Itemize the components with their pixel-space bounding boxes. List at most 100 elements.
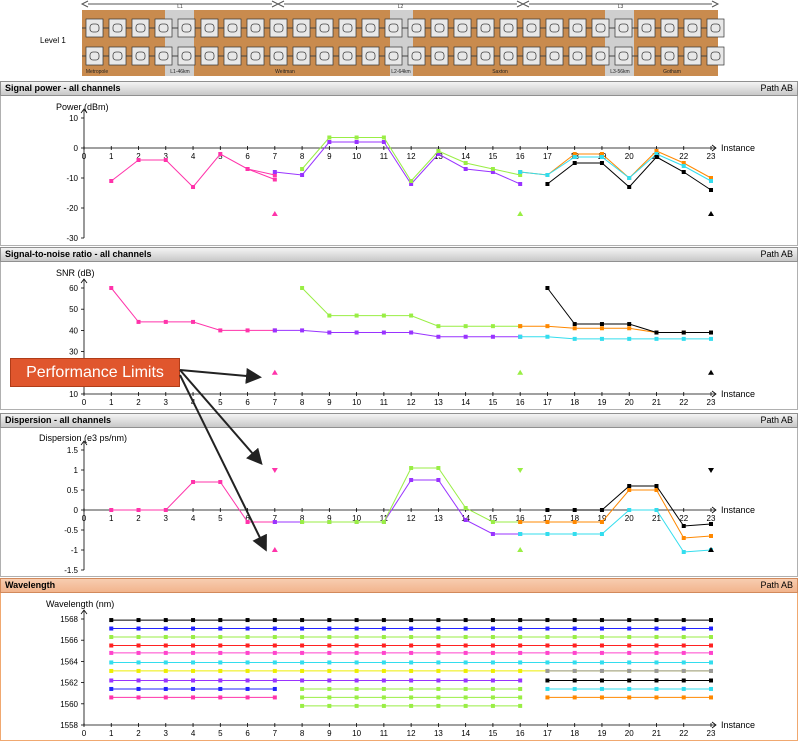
equipment-icon — [522, 18, 541, 38]
y-tick-label: 50 — [69, 305, 78, 314]
data-point — [409, 678, 414, 683]
data-point — [381, 135, 386, 140]
equipment-icon — [522, 46, 541, 66]
limit-marker — [271, 369, 278, 375]
data-point — [572, 618, 577, 623]
x-tick-label: 11 — [380, 514, 389, 523]
y-tick-label: 0 — [74, 506, 79, 515]
data-point — [545, 635, 550, 640]
equipment-icon — [683, 18, 702, 38]
series-line — [520, 153, 712, 182]
data-point — [218, 152, 223, 156]
data-point — [191, 660, 196, 665]
x-tick-label: 1 — [109, 398, 114, 407]
data-point — [681, 550, 686, 554]
y-tick-label: -1.5 — [64, 566, 78, 575]
topology-block — [194, 10, 390, 76]
data-point — [436, 334, 441, 339]
y-tick-label: 1.5 — [67, 446, 79, 455]
data-point — [300, 626, 305, 631]
x-tick-label: 1 — [109, 152, 114, 161]
equipment-icon — [476, 18, 495, 38]
data-point — [163, 635, 168, 640]
limit-marker — [517, 468, 524, 473]
data-point — [518, 635, 523, 640]
section-label: L1 — [177, 4, 183, 10]
y-tick-label: 10 — [69, 390, 78, 399]
data-point — [409, 635, 414, 640]
limit-marker — [517, 369, 524, 375]
data-point — [709, 179, 713, 183]
data-point — [381, 520, 386, 524]
x-tick-label: 16 — [516, 152, 525, 161]
data-point — [463, 650, 468, 655]
data-point — [327, 626, 332, 631]
equipment-icon — [315, 18, 334, 38]
panel-path: Path AB — [760, 415, 793, 425]
data-point — [300, 286, 305, 290]
panel-header-snr[interactable]: Signal-to-noise ratio - all channels Pat… — [0, 247, 798, 262]
data-point — [654, 650, 659, 655]
data-point — [436, 149, 441, 153]
data-point — [490, 532, 495, 536]
x-tick-label: 5 — [218, 514, 223, 523]
data-point — [381, 626, 386, 631]
y-tick-label: -1 — [71, 546, 79, 555]
data-point — [681, 161, 686, 165]
data-point — [572, 508, 577, 512]
data-point — [572, 322, 577, 327]
y-tick-label: 40 — [69, 326, 78, 335]
data-point — [109, 626, 114, 631]
data-point — [218, 678, 223, 683]
panel-header-signal-power[interactable]: Signal power - all channels Path AB — [0, 81, 798, 96]
data-point — [518, 324, 523, 329]
data-point — [272, 328, 277, 333]
x-tick-label: 12 — [407, 398, 416, 407]
y-axis-arrow — [80, 440, 88, 446]
data-point — [136, 508, 141, 512]
data-point — [245, 650, 250, 655]
x-tick-label: 13 — [434, 514, 443, 523]
data-point — [327, 140, 332, 144]
x-tick-label: 16 — [516, 729, 525, 738]
equipment-icon — [223, 46, 242, 66]
data-point — [463, 695, 468, 700]
wavelength-chart: Wavelength (nm) 1568 1566 1564 1562 1560 1558… — [0, 593, 798, 741]
data-point — [109, 286, 114, 290]
data-point — [654, 643, 659, 648]
data-point — [300, 678, 305, 683]
x-tick-label: 20 — [625, 514, 634, 523]
y-axis-label: SNR (dB) — [56, 268, 95, 278]
data-point — [381, 313, 386, 318]
y-tick-label: -10 — [66, 174, 78, 183]
data-point — [654, 508, 659, 512]
x-tick-label: 1 — [109, 514, 114, 523]
x-tick-label: 1 — [109, 729, 114, 738]
panel-title: Signal-to-noise ratio - all channels — [5, 249, 152, 259]
data-point — [163, 650, 168, 655]
x-tick-label: 3 — [164, 152, 169, 161]
data-point — [572, 626, 577, 631]
data-point — [218, 618, 223, 623]
data-point — [518, 618, 523, 623]
data-point — [463, 686, 468, 691]
x-tick-label: 14 — [461, 729, 470, 738]
site-label: Metropole — [86, 69, 108, 75]
series-line — [247, 168, 275, 180]
panel-header-dispersion[interactable]: Dispersion - all channels Path AB — [0, 413, 798, 428]
equipment-icon — [177, 46, 196, 66]
x-tick-label: 7 — [273, 152, 278, 161]
x-tick-label: 6 — [245, 729, 250, 738]
data-point — [681, 668, 686, 673]
data-point — [490, 635, 495, 640]
x-axis-arrow — [711, 144, 717, 152]
y-tick-label: 1566 — [60, 636, 78, 645]
panel-header-wavelength[interactable]: Wavelength Path AB — [0, 578, 798, 593]
y-tick-label: -20 — [66, 204, 78, 213]
data-point — [191, 668, 196, 673]
data-point — [327, 695, 332, 700]
x-tick-label: 20 — [625, 398, 634, 407]
x-tick-label: 22 — [679, 152, 688, 161]
data-point — [218, 695, 223, 700]
data-point — [436, 668, 441, 673]
